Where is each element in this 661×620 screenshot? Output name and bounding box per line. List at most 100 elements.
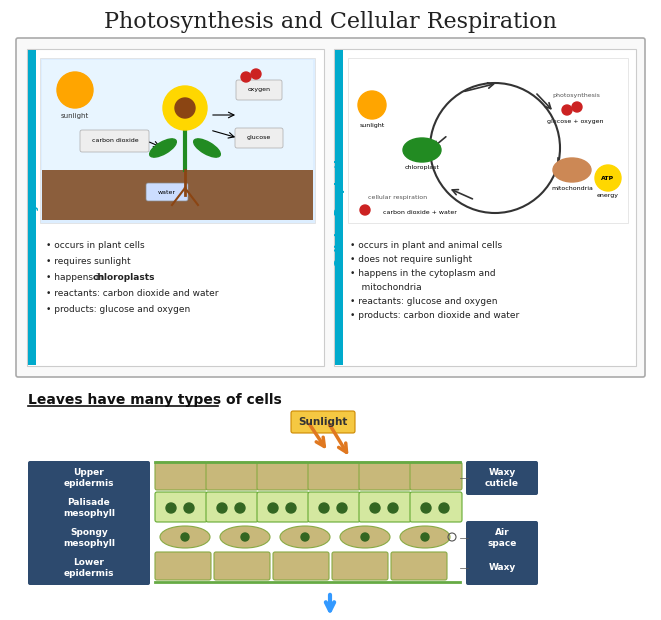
Text: chloroplasts: chloroplasts — [93, 273, 155, 281]
FancyBboxPatch shape — [257, 462, 309, 490]
FancyBboxPatch shape — [291, 411, 355, 433]
Circle shape — [166, 503, 176, 513]
Circle shape — [337, 503, 347, 513]
FancyBboxPatch shape — [155, 552, 211, 580]
Text: Spongy
mesophyll: Spongy mesophyll — [63, 528, 115, 547]
Ellipse shape — [194, 139, 220, 157]
Circle shape — [361, 533, 369, 541]
Circle shape — [181, 533, 189, 541]
Text: • requires sunlight: • requires sunlight — [46, 257, 131, 265]
FancyBboxPatch shape — [28, 50, 36, 365]
Text: • happens in the cytoplasm and: • happens in the cytoplasm and — [350, 268, 496, 278]
Text: sunlight: sunlight — [360, 123, 385, 128]
Circle shape — [163, 86, 207, 130]
FancyBboxPatch shape — [28, 521, 150, 555]
FancyBboxPatch shape — [146, 183, 188, 201]
Text: Photosynthesis: Photosynthesis — [28, 157, 38, 253]
Text: • products: glucose and oxygen: • products: glucose and oxygen — [46, 304, 190, 314]
Circle shape — [572, 102, 582, 112]
FancyBboxPatch shape — [359, 462, 411, 490]
Circle shape — [358, 91, 386, 119]
Text: • reactants: carbon dioxide and water: • reactants: carbon dioxide and water — [46, 288, 219, 298]
Circle shape — [319, 503, 329, 513]
Text: • reactants: glucose and oxygen: • reactants: glucose and oxygen — [350, 296, 498, 306]
FancyBboxPatch shape — [28, 491, 150, 525]
FancyBboxPatch shape — [359, 492, 411, 522]
FancyBboxPatch shape — [235, 128, 283, 148]
FancyBboxPatch shape — [466, 461, 538, 495]
FancyBboxPatch shape — [308, 462, 360, 490]
FancyBboxPatch shape — [42, 170, 313, 220]
Text: carbon dioxide: carbon dioxide — [92, 138, 138, 143]
Ellipse shape — [400, 526, 450, 548]
Text: • does not require sunlight: • does not require sunlight — [350, 254, 472, 264]
Text: glucose: glucose — [247, 136, 271, 141]
Ellipse shape — [403, 138, 441, 162]
Text: ATP: ATP — [602, 175, 615, 180]
FancyBboxPatch shape — [334, 49, 636, 366]
Text: • occurs in plant cells: • occurs in plant cells — [46, 241, 145, 249]
Text: • occurs in plant and animal cells: • occurs in plant and animal cells — [350, 241, 502, 249]
Circle shape — [421, 533, 429, 541]
Circle shape — [235, 503, 245, 513]
FancyBboxPatch shape — [466, 551, 538, 585]
Circle shape — [360, 205, 370, 215]
Text: glucose + oxygen: glucose + oxygen — [547, 120, 603, 125]
Text: mitochondria: mitochondria — [350, 283, 422, 291]
Ellipse shape — [340, 526, 390, 548]
Circle shape — [439, 503, 449, 513]
Text: Air
space: Air space — [487, 528, 517, 547]
Text: water: water — [158, 190, 176, 195]
FancyBboxPatch shape — [273, 552, 329, 580]
Circle shape — [175, 98, 195, 118]
Text: Waxy: Waxy — [488, 564, 516, 572]
FancyBboxPatch shape — [335, 50, 343, 365]
Circle shape — [184, 503, 194, 513]
Circle shape — [595, 165, 621, 191]
Ellipse shape — [160, 526, 210, 548]
Ellipse shape — [553, 158, 591, 182]
Circle shape — [301, 533, 309, 541]
Text: oxygen: oxygen — [247, 87, 270, 92]
Circle shape — [241, 72, 251, 82]
Ellipse shape — [149, 139, 176, 157]
Text: Photosynthesis and Cellular Respiration: Photosynthesis and Cellular Respiration — [104, 11, 557, 33]
FancyBboxPatch shape — [40, 58, 315, 223]
FancyBboxPatch shape — [308, 492, 360, 522]
Text: energy: energy — [597, 193, 619, 198]
Text: • happens in: • happens in — [46, 273, 107, 281]
Circle shape — [217, 503, 227, 513]
Text: Cellular Respiration: Cellular Respiration — [335, 143, 345, 267]
FancyBboxPatch shape — [155, 492, 207, 522]
FancyBboxPatch shape — [16, 38, 645, 377]
Text: Palisade
mesophyll: Palisade mesophyll — [63, 498, 115, 518]
FancyBboxPatch shape — [214, 552, 270, 580]
Ellipse shape — [280, 526, 330, 548]
FancyBboxPatch shape — [410, 492, 462, 522]
Text: carbon dioxide + water: carbon dioxide + water — [383, 211, 457, 216]
FancyBboxPatch shape — [155, 462, 207, 490]
Ellipse shape — [220, 526, 270, 548]
Text: Sunlight: Sunlight — [298, 417, 348, 427]
FancyBboxPatch shape — [206, 492, 258, 522]
Circle shape — [388, 503, 398, 513]
Circle shape — [421, 503, 431, 513]
FancyBboxPatch shape — [206, 462, 258, 490]
FancyBboxPatch shape — [28, 461, 150, 495]
FancyBboxPatch shape — [348, 58, 628, 223]
FancyBboxPatch shape — [410, 462, 462, 490]
Text: • products: carbon dioxide and water: • products: carbon dioxide and water — [350, 311, 520, 319]
Text: Waxy
cuticle: Waxy cuticle — [485, 468, 519, 488]
FancyBboxPatch shape — [257, 492, 309, 522]
FancyBboxPatch shape — [80, 130, 149, 152]
Text: Upper
epidermis: Upper epidermis — [63, 468, 114, 488]
FancyBboxPatch shape — [236, 80, 282, 100]
Text: photosynthesis: photosynthesis — [552, 94, 600, 99]
Text: cellular respiration: cellular respiration — [368, 195, 428, 200]
FancyBboxPatch shape — [27, 49, 324, 366]
Circle shape — [57, 72, 93, 108]
Text: sunlight: sunlight — [61, 113, 89, 119]
Text: chloroplast: chloroplast — [405, 166, 440, 171]
Circle shape — [370, 503, 380, 513]
Text: Lower
epidermis: Lower epidermis — [63, 558, 114, 578]
